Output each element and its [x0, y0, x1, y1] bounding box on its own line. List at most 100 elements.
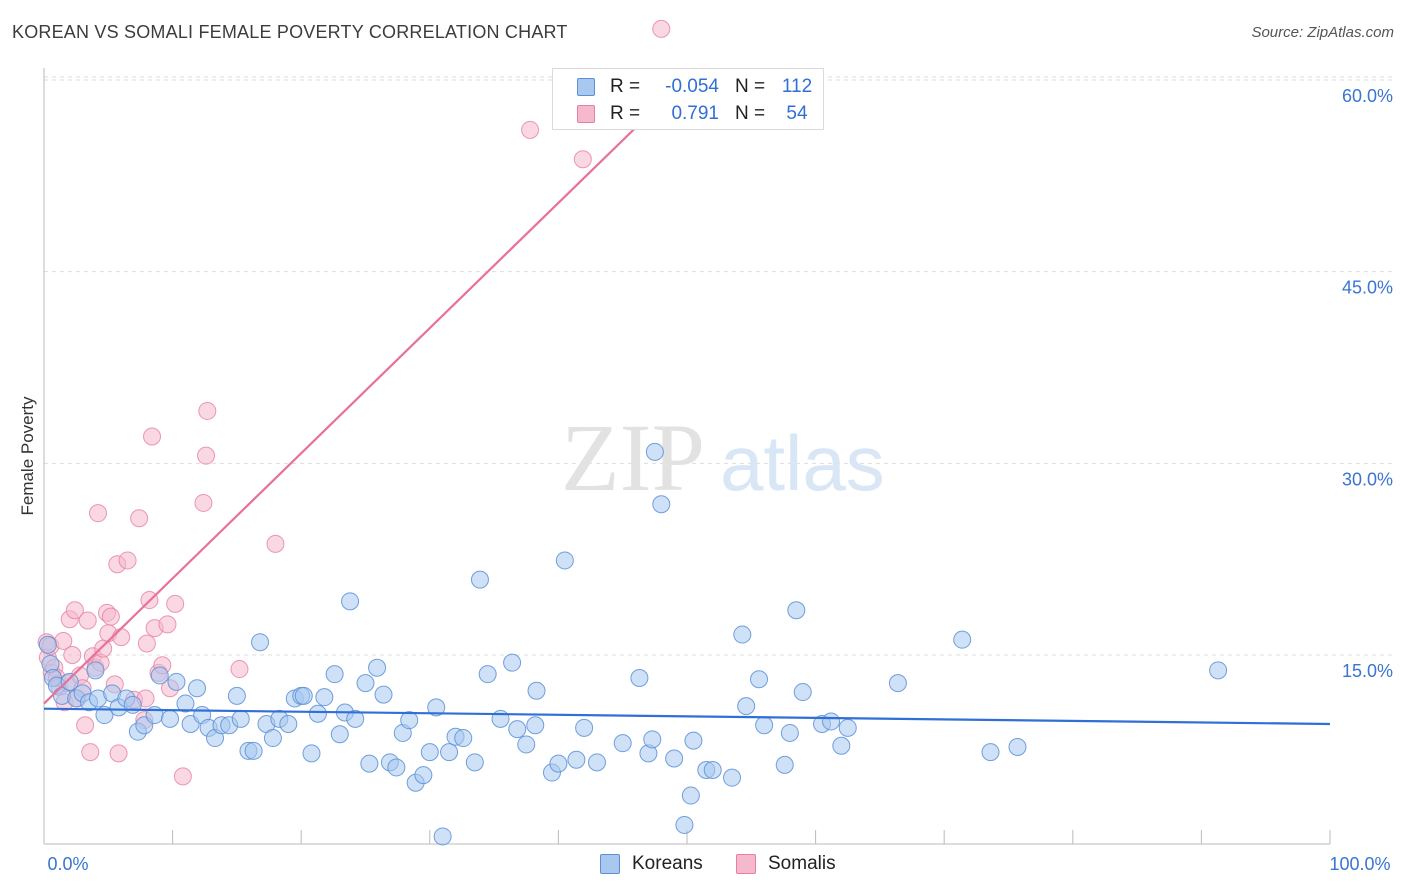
- somalis-point: [143, 427, 162, 446]
- koreans-point: [526, 716, 545, 735]
- legend-somalis-label: Somalis: [768, 853, 836, 874]
- y-tick-label: 60.0%: [1342, 86, 1393, 106]
- koreans-point: [231, 709, 250, 728]
- koreans-point: [755, 716, 774, 735]
- koreans-point: [703, 761, 722, 779]
- koreans-point: [478, 665, 497, 684]
- koreans-point: [427, 698, 446, 717]
- koreans-point: [1209, 661, 1228, 680]
- koreans-point: [400, 711, 419, 730]
- koreans-point: [95, 706, 114, 725]
- somalis-point: [652, 19, 671, 38]
- koreans-point: [325, 665, 344, 684]
- somalis-point: [78, 611, 97, 630]
- somalis-trend-line: [43, 89, 675, 705]
- y-tick-label: 30.0%: [1342, 469, 1393, 489]
- koreans-point: [302, 744, 321, 763]
- somalis-point: [112, 628, 131, 647]
- koreans-point: [227, 686, 246, 705]
- koreans-point: [60, 672, 79, 691]
- koreans-point: [308, 704, 327, 723]
- y-tick-labels: 15.0% 30.0% 45.0% 60.0%: [1342, 86, 1393, 681]
- somalis-point: [94, 639, 113, 658]
- koreans-point: [491, 709, 510, 728]
- koreans-point: [567, 750, 586, 769]
- somalis-point: [521, 120, 540, 139]
- koreans-point: [645, 442, 664, 461]
- koreans-point: [527, 681, 546, 700]
- koreans-point: [251, 633, 270, 652]
- koreans-point: [981, 743, 1000, 762]
- koreans-point: [733, 625, 752, 644]
- koreans-point: [723, 768, 742, 787]
- koreans-point: [684, 731, 703, 750]
- koreans-point: [503, 653, 522, 672]
- koreans-point: [346, 709, 365, 728]
- series-koreans: [38, 442, 1228, 846]
- y-tick-label: 45.0%: [1342, 278, 1393, 298]
- somalis-point: [130, 509, 149, 528]
- koreans-point: [360, 754, 379, 773]
- koreans-point: [420, 743, 439, 762]
- koreans-trend-line: [43, 707, 1331, 726]
- koreans-point: [787, 601, 806, 620]
- source-label: Source: ZipAtlas.com: [1251, 24, 1394, 41]
- koreans-r-label: R =: [610, 76, 641, 97]
- koreans-point: [613, 734, 632, 753]
- chart-title: KOREAN VS SOMALI FEMALE POVERTY CORRELAT…: [12, 22, 568, 42]
- koreans-point: [86, 661, 105, 680]
- koreans-point: [575, 718, 594, 737]
- somalis-r-label: R =: [610, 103, 641, 124]
- koreans-point: [681, 786, 700, 805]
- somalis-point: [76, 716, 95, 735]
- koreans-point: [161, 709, 180, 728]
- koreans-point: [341, 592, 360, 611]
- koreans-point: [150, 666, 169, 685]
- somalis-point: [89, 504, 108, 523]
- somalis-point: [137, 634, 156, 653]
- koreans-point: [587, 753, 606, 772]
- somalis-point: [63, 646, 82, 664]
- koreans-point: [822, 712, 841, 731]
- koreans-point: [953, 630, 972, 649]
- koreans-point: [838, 718, 857, 737]
- somalis-point: [198, 401, 217, 420]
- koreans-point: [454, 729, 473, 748]
- koreans-point: [643, 730, 662, 749]
- koreans-point: [675, 815, 694, 834]
- koreans-point: [630, 669, 649, 687]
- koreans-point: [1008, 738, 1027, 756]
- x-tick-labels: 0.0% 100.0%: [47, 854, 1390, 874]
- koreans-r-value: -0.054: [665, 76, 719, 97]
- koreans-point: [775, 755, 794, 774]
- somalis-point: [101, 607, 120, 626]
- stats-box: R = -0.054 N = 112 R = 0.791 N = 54: [552, 68, 824, 130]
- koreans-point: [508, 720, 527, 739]
- koreans-point: [470, 570, 489, 589]
- koreans-point: [780, 723, 799, 742]
- somalis-point: [194, 493, 213, 512]
- somalis-point: [158, 615, 177, 634]
- koreans-point: [176, 694, 195, 713]
- somalis-point: [197, 446, 216, 465]
- koreans-point: [793, 683, 812, 702]
- somalis-point: [230, 660, 249, 679]
- koreans-point: [549, 754, 568, 773]
- legend-koreans-label: Koreans: [632, 853, 703, 874]
- koreans-point: [263, 729, 282, 748]
- koreans-point: [330, 725, 349, 744]
- koreans-point: [368, 658, 387, 677]
- x-tick-label-max: 100.0%: [1329, 854, 1390, 874]
- koreans-swatch: [577, 78, 595, 96]
- watermark-zip: ZIP: [561, 404, 705, 511]
- watermark-atlas: atlas: [720, 419, 885, 507]
- watermark: ZIP atlas: [561, 404, 885, 511]
- koreans-point: [440, 743, 459, 762]
- koreans-point: [750, 670, 769, 689]
- koreans-point: [315, 688, 334, 707]
- y-tick-label: 15.0%: [1342, 661, 1393, 681]
- somalis-point: [166, 594, 185, 613]
- grid-lines: [44, 76, 1395, 656]
- koreans-point: [465, 753, 484, 772]
- somalis-point: [81, 743, 100, 762]
